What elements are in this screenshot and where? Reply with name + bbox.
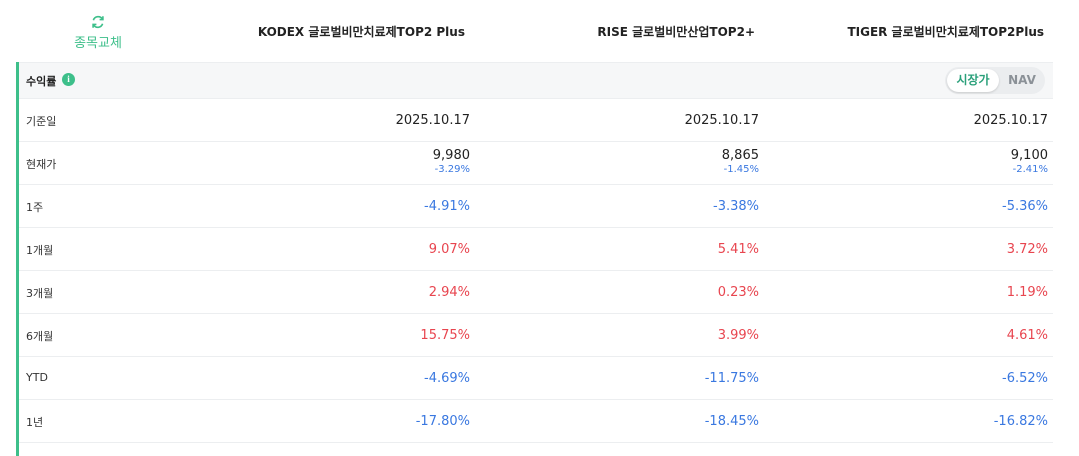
table-row-price: 현재가 9,980 -3.29% 8,865 -1.45% 9,100 -2.4… — [19, 142, 1053, 185]
row-label: 1주 — [26, 201, 44, 214]
table-cell: -5.36% — [1002, 199, 1048, 214]
price-change: -1.45% — [723, 164, 759, 175]
table-row-1w: 1주 -4.91% -3.38% -5.36% — [19, 185, 1053, 228]
table-cell: 0.23% — [717, 285, 759, 300]
table-cell: 2025.10.17 — [684, 113, 759, 128]
info-icon[interactable]: i — [62, 73, 75, 86]
comparison-header: 종목교체 KODEX 글로벌비만치료제TOP2 Plus RISE 글로벌비만산… — [0, 0, 1079, 62]
row-label: 현재가 — [26, 158, 57, 171]
table-cell: -16.82% — [993, 414, 1048, 429]
returns-title: 수익률 — [26, 75, 57, 88]
price-cell: 9,100 -2.41% — [1011, 148, 1048, 175]
current-price: 9,980 — [432, 148, 470, 163]
price-cell: 8,865 -1.45% — [722, 148, 759, 175]
row-label: 기준일 — [26, 115, 57, 128]
table-cell: -11.75% — [704, 371, 759, 386]
table-cell: -6.52% — [1002, 371, 1048, 386]
table-cell: 2.94% — [428, 285, 470, 300]
table-cell: -4.69% — [424, 371, 470, 386]
returns-section-header: 수익률 i 시장가 NAV — [19, 62, 1053, 99]
table-cell: 1.19% — [1006, 285, 1048, 300]
column-title-kodex: KODEX 글로벌비만치료제TOP2 Plus — [257, 25, 465, 39]
column-title-tiger: TIGER 글로벌비만치료제TOP2Plus — [847, 25, 1044, 39]
row-label: YTD — [26, 371, 48, 384]
current-price: 9,100 — [1010, 148, 1048, 163]
table-cell: -3.38% — [713, 199, 759, 214]
current-price: 8,865 — [721, 148, 759, 163]
refresh-icon — [92, 15, 104, 29]
table-cell: 5.41% — [717, 242, 759, 257]
price-cell: 9,980 -3.29% — [433, 148, 470, 175]
market-price-toggle[interactable]: 시장가 — [947, 69, 999, 92]
table-cell: 3.99% — [717, 328, 759, 343]
table-cell: 15.75% — [420, 328, 470, 343]
swap-stocks-label: 종목교체 — [74, 36, 122, 51]
table-row-6m: 6개월 15.75% 3.99% 4.61% — [19, 314, 1053, 357]
table-cell: 2025.10.17 — [395, 113, 470, 128]
table-row-3m: 3개월 2.94% 0.23% 1.19% — [19, 271, 1053, 314]
table-cell: 4.61% — [1006, 328, 1048, 343]
row-label: 6개월 — [26, 330, 54, 343]
table-cell: 9.07% — [428, 242, 470, 257]
table-row-ytd: YTD -4.69% -11.75% -6.52% — [19, 357, 1053, 400]
row-label: 3개월 — [26, 287, 54, 300]
row-label: 1개월 — [26, 244, 54, 257]
swap-stocks-button[interactable]: 종목교체 — [60, 14, 136, 51]
column-title-rise: RISE 글로벌비만산업TOP2+ — [597, 25, 755, 39]
table-cell: 3.72% — [1006, 242, 1048, 257]
table-cell: -17.80% — [415, 414, 470, 429]
price-type-toggle: 시장가 NAV — [945, 67, 1045, 94]
price-change: -3.29% — [434, 164, 470, 175]
table-row-1y: 1년 -17.80% -18.45% -16.82% — [19, 400, 1053, 443]
price-change: -2.41% — [1012, 164, 1048, 175]
table-cell: -18.45% — [704, 414, 759, 429]
table-row-1m: 1개월 9.07% 5.41% 3.72% — [19, 228, 1053, 271]
row-label: 1년 — [26, 416, 44, 429]
returns-table: 기준일 2025.10.17 2025.10.17 2025.10.17 현재가… — [19, 99, 1053, 443]
returns-panel: 수익률 i 시장가 NAV 기준일 2025.10.17 2025.10.17 … — [16, 62, 1053, 456]
table-cell: -4.91% — [424, 199, 470, 214]
table-cell: 2025.10.17 — [973, 113, 1048, 128]
nav-toggle[interactable]: NAV — [1008, 73, 1036, 87]
table-row-base-date: 기준일 2025.10.17 2025.10.17 2025.10.17 — [19, 99, 1053, 142]
